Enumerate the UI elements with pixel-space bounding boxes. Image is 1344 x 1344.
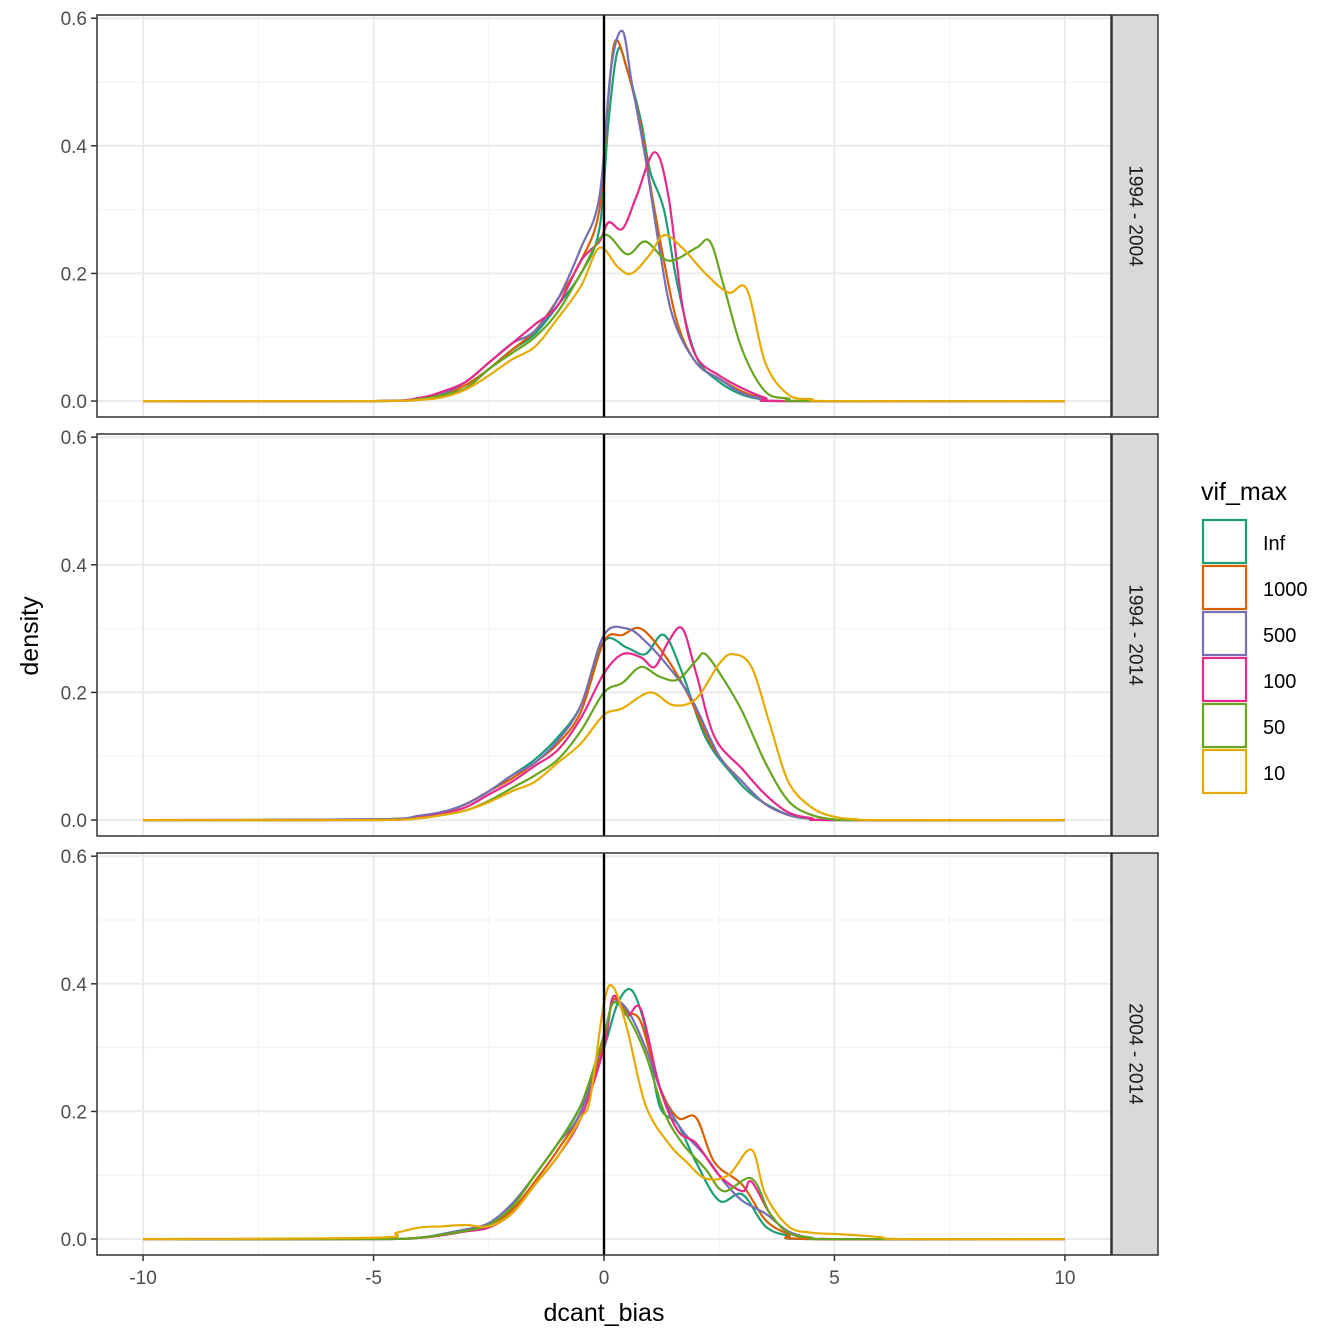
legend-key [1201,702,1248,749]
x-tick-label: 5 [829,1268,840,1289]
legend-item-100: 100 [1201,656,1296,703]
y-tick-label: 0.4 [61,137,88,158]
x-tick-label: 10 [1054,1268,1075,1289]
density-line-10 [143,652,1065,822]
facet-strip [1111,852,1159,1256]
y-tick-label: 0.4 [61,975,88,996]
y-tick-label: 0.0 [61,1230,87,1251]
legend-title: vif_max [1201,478,1288,506]
density-line-50 [143,1001,1065,1241]
legend-key [1201,748,1248,795]
density-line-100 [143,626,1065,822]
legend-label: 500 [1263,625,1296,647]
x-tick-label: -10 [129,1268,156,1289]
facet-strip-label: 1994 - 2004 [1125,165,1146,267]
legend-key [1201,564,1248,611]
y-tick-label: 0.4 [61,556,88,577]
series-group [143,29,1065,403]
facet-panels: 0.0 0.2 0.4 0.6 1994 - 2004 0.0 0.2 0.4 0.6 1994 … [61,9,1159,1256]
y-tick-label: 0.6 [61,428,87,449]
density-line-500 [143,29,1065,403]
legend-key [1201,610,1248,657]
facet-strip-label: 1994 - 2014 [1125,584,1146,686]
y-tick-label: 0.0 [61,811,87,832]
x-axis: -10 -5 0 5 10 [129,1255,1075,1289]
x-tick-label: -5 [365,1268,382,1289]
y-tick-label: 0.2 [61,1102,87,1123]
facet-panel-3: 0.0 0.2 0.4 0.6 2004 - 2014 [61,847,1159,1256]
facet-panel-1: 0.0 0.2 0.4 0.6 1994 - 2004 [61,9,1159,418]
y-tick-label: 0.2 [61,683,87,704]
facet-panel-2: 0.0 0.2 0.4 0.6 1994 - 2014 [61,428,1159,837]
density-line-50 [143,233,1065,403]
legend: vif_max Inf 1000 500 100 50 10 [1201,478,1308,795]
legend-item-1000: 1000 [1201,564,1308,611]
legend-item-500: 500 [1201,610,1296,657]
y-tick-label: 0.6 [61,847,87,868]
legend-key [1201,656,1248,703]
y-tick-label: 0.6 [61,9,87,30]
y-tick-label: 0.2 [61,264,87,285]
density-line-500 [143,625,1065,822]
legend-item-10: 10 [1201,748,1285,795]
series-group [143,983,1065,1241]
legend-label: 1000 [1263,579,1308,601]
density-line-10 [143,983,1065,1241]
legend-keys: Inf 1000 500 100 50 10 [1201,518,1308,795]
density-line-10 [143,234,1065,403]
legend-key [1201,518,1248,565]
legend-item-Inf: Inf [1201,518,1286,565]
legend-label: Inf [1263,533,1286,555]
y-tick-label: 0.0 [61,392,87,413]
legend-label: 10 [1263,763,1285,785]
panel-border [96,14,1112,418]
y-axis-title: density [16,596,44,676]
series-group [143,625,1065,822]
x-axis-title: dcant_bias [544,1299,665,1327]
facet-strip [1111,14,1159,418]
facet-strip-label: 2004 - 2014 [1125,1003,1146,1105]
panel-border [96,433,1112,837]
legend-label: 50 [1263,717,1285,739]
facet-strip [1111,433,1159,837]
x-tick-label: 0 [599,1268,610,1289]
legend-label: 100 [1263,671,1296,693]
density-line-100 [143,151,1065,403]
legend-item-50: 50 [1201,702,1285,749]
